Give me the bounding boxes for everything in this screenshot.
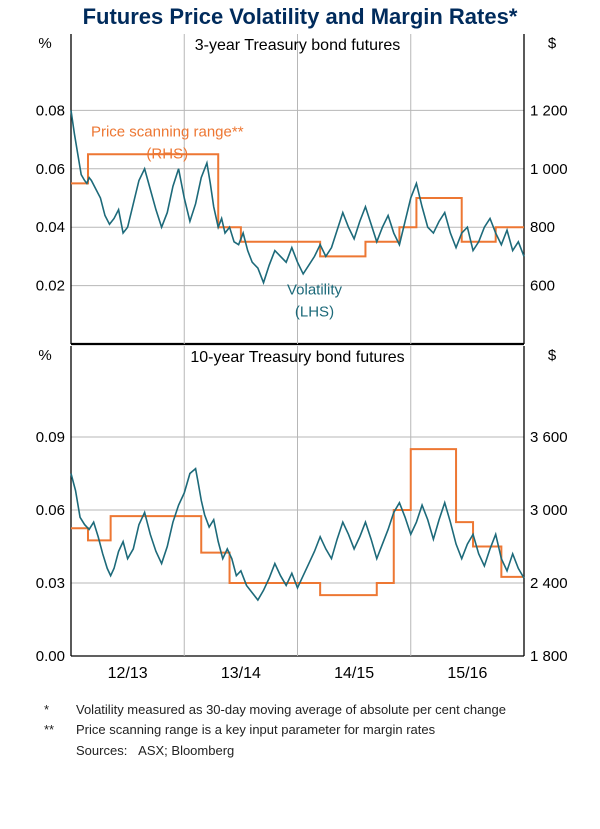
panel-subtitle: 3-year Treasury bond futures xyxy=(195,37,400,54)
annotation: (RHS) xyxy=(146,146,188,163)
x-tick-label: 15/16 xyxy=(447,665,487,682)
sources-row: Sources: ASX; Bloomberg xyxy=(44,743,584,759)
sources-label: Sources: xyxy=(76,743,127,758)
y-left-tick: 0.02 xyxy=(36,278,65,295)
y-left-tick: 0.03 xyxy=(36,575,65,592)
y-right-tick: 1 200 xyxy=(530,102,568,119)
right-unit: $ xyxy=(548,347,557,364)
annotation: Price scanning range** xyxy=(91,124,244,141)
y-right-tick: 1 800 xyxy=(530,648,568,665)
annotation: Volatility xyxy=(287,281,343,298)
y-right-tick: 1 000 xyxy=(530,161,568,178)
left-unit: % xyxy=(38,35,51,52)
y-left-tick: 0.04 xyxy=(36,219,65,236)
y-left-tick: 0.06 xyxy=(36,161,65,178)
chart-area: 0.02 0.04 0.06 0.08 600 800 1 000 1 200% $3-year… xyxy=(16,32,584,696)
x-tick-label: 13/14 xyxy=(221,665,261,682)
y-right-tick: 3 600 xyxy=(530,429,568,446)
x-tick-label: 12/13 xyxy=(108,665,148,682)
panel-subtitle: 10-year Treasury bond futures xyxy=(190,349,404,366)
sources-text: ASX; Bloomberg xyxy=(138,743,234,758)
left-unit: % xyxy=(38,347,51,364)
y-left-tick: 0.08 xyxy=(36,102,65,119)
y-right-tick: 800 xyxy=(530,219,555,236)
footnote-row: **Price scanning range is a key input pa… xyxy=(44,722,584,738)
chart-title: Futures Price Volatility and Margin Rate… xyxy=(16,0,584,30)
y-right-tick: 3 000 xyxy=(530,502,568,519)
y-right-tick: 600 xyxy=(530,278,555,295)
y-left-tick: 0.09 xyxy=(36,429,65,446)
y-left-tick: 0.06 xyxy=(36,502,65,519)
y-left-tick: 0.00 xyxy=(36,648,65,665)
x-tick-label: 14/15 xyxy=(334,665,374,682)
annotation: (LHS) xyxy=(295,303,334,320)
chart-svg: 0.02 0.04 0.06 0.08 600 800 1 000 1 200% $3-year… xyxy=(16,32,584,696)
footnotes: *Volatility measured as 30-day moving av… xyxy=(44,702,584,759)
right-unit: $ xyxy=(548,35,557,52)
footnote-row: *Volatility measured as 30-day moving av… xyxy=(44,702,584,718)
y-right-tick: 2 400 xyxy=(530,575,568,592)
